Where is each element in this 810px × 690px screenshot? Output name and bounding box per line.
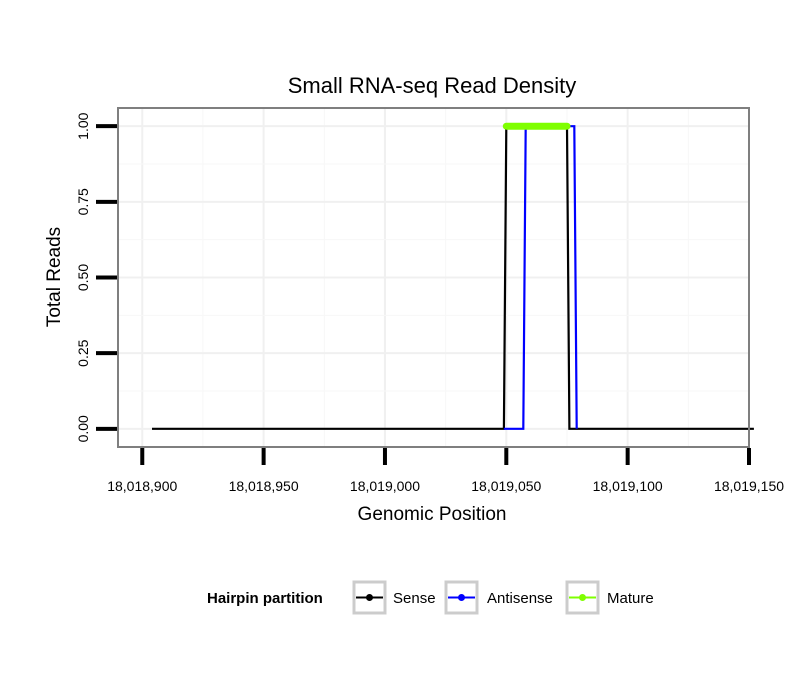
- y-tick-label: 0.50: [75, 264, 91, 291]
- legend-item-mature: Mature: [565, 580, 654, 615]
- legend-key-point: [458, 594, 465, 601]
- y-tick-label: 0.75: [75, 188, 91, 215]
- grid: [118, 108, 750, 447]
- x-tick-label: 18,019,150: [714, 478, 784, 494]
- legend-label: Sense: [393, 590, 436, 607]
- x-tick-label: 18,018,900: [107, 478, 177, 494]
- x-tick-label: 18,019,000: [350, 478, 420, 494]
- chart-title: Small RNA-seq Read Density: [288, 73, 577, 98]
- legend-item-sense: Sense: [352, 580, 436, 615]
- legend: Hairpin partition Sense Antisense Mature: [207, 580, 654, 615]
- y-tick-label: 0.00: [75, 415, 91, 442]
- y-tick-label: 1.00: [75, 112, 91, 139]
- x-tick-label: 18,018,950: [229, 478, 299, 494]
- series-layer: [152, 122, 754, 430]
- legend-title: Hairpin partition: [207, 590, 323, 607]
- legend-item-antisense: Antisense: [444, 580, 553, 615]
- x-tick-label: 18,019,050: [471, 478, 541, 494]
- legend-key-point: [366, 594, 373, 601]
- legend-label: Antisense: [487, 590, 553, 607]
- y-tick-label: 0.25: [75, 339, 91, 366]
- legend-key-point: [579, 594, 586, 601]
- x-axis-title: Genomic Position: [358, 504, 507, 525]
- plot-panel-border: [117, 107, 750, 448]
- legend-items: Sense Antisense Mature: [352, 580, 654, 615]
- axes: 18,018,900 18,018,950 18,019,000 18,019,050…: [75, 112, 784, 494]
- x-tick-label: 18,019,100: [593, 478, 663, 494]
- y-axis-title: Total Reads: [44, 227, 65, 327]
- legend-label: Mature: [607, 590, 654, 607]
